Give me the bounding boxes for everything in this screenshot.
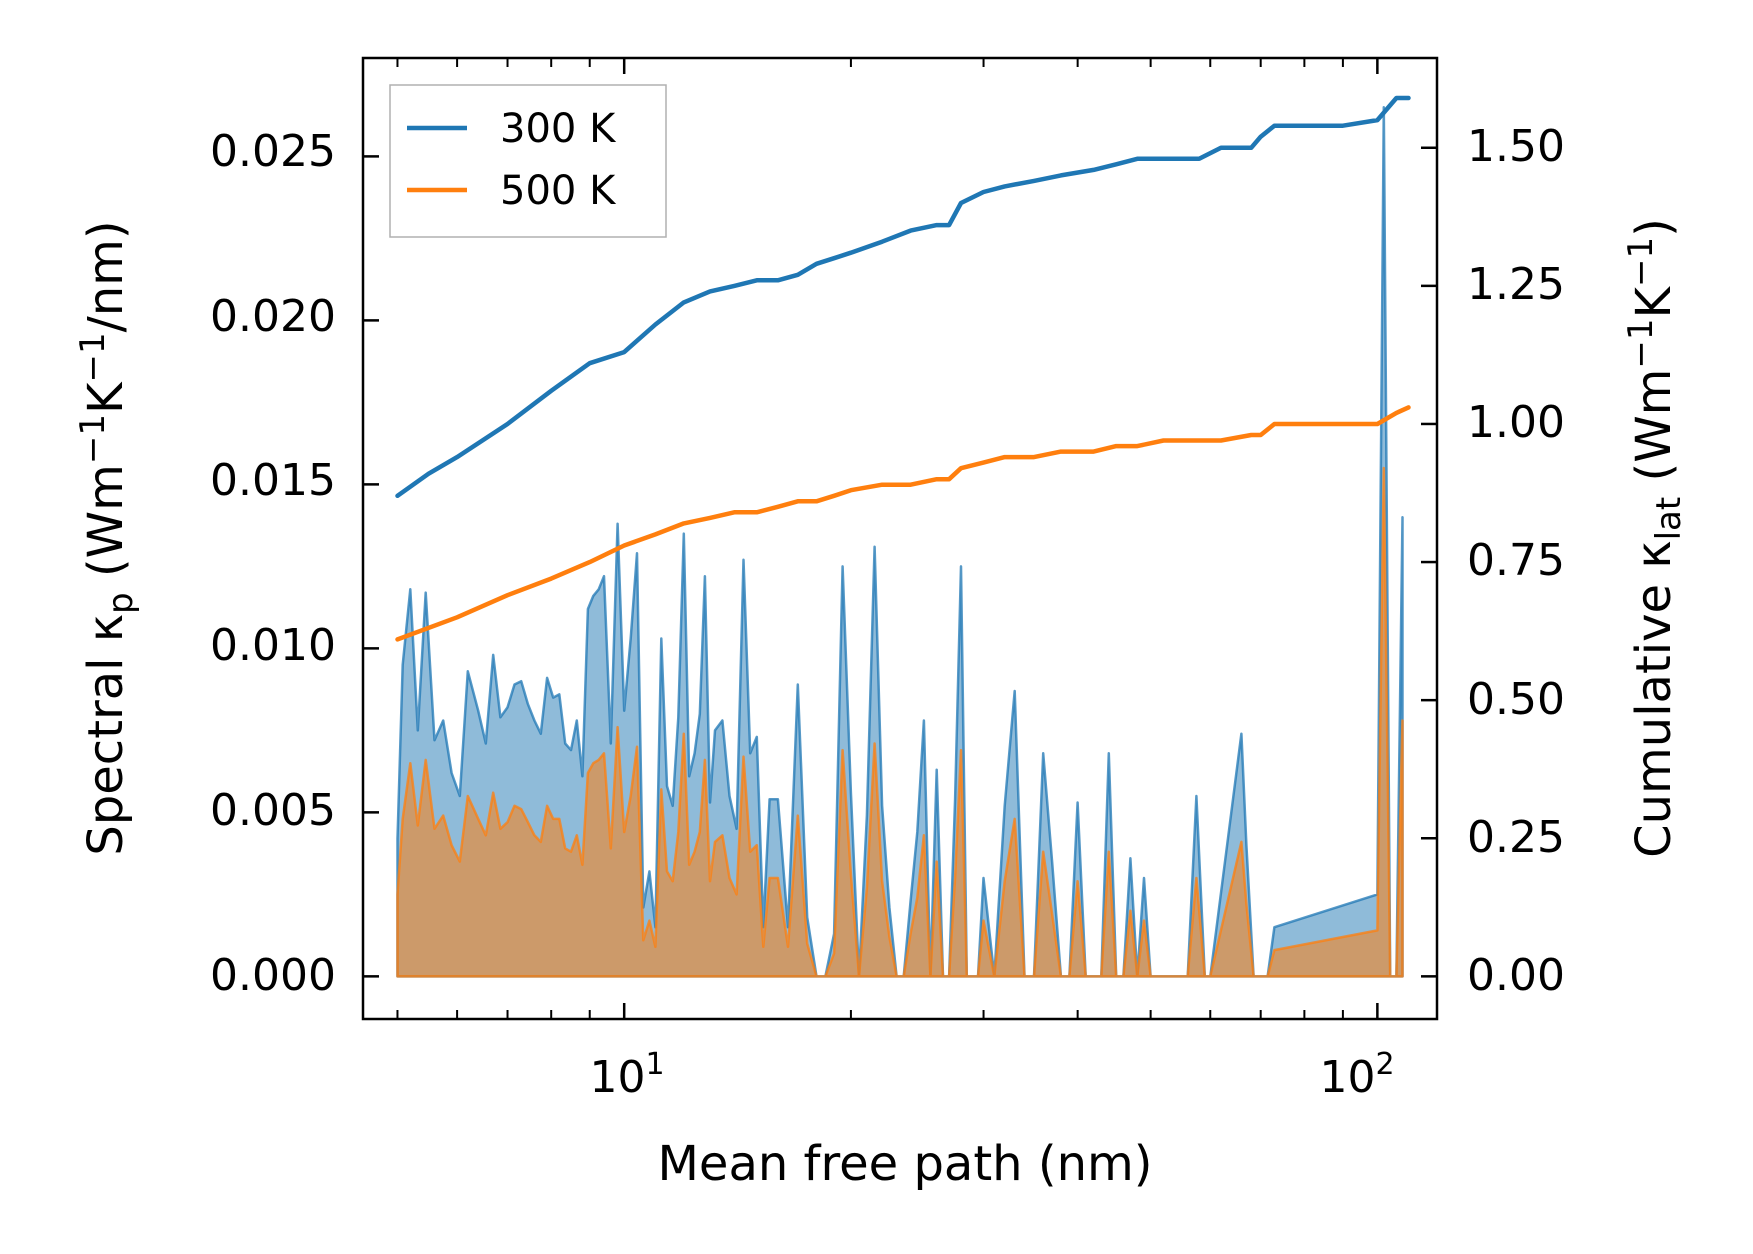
x-tick-label-100: 102 <box>1319 1047 1394 1103</box>
legend: 300 K 500 K <box>389 84 667 238</box>
left-y-tick-label: 0.010 <box>210 620 336 671</box>
left-y-tick-label: 0.000 <box>210 950 336 1001</box>
legend-label-500k: 500 K <box>500 168 617 214</box>
plot-frame <box>361 56 1439 1021</box>
left-y-tick-label: 0.015 <box>210 455 336 506</box>
right-y-tick-label: 0.25 <box>1467 812 1565 863</box>
left-y-tick-label: 0.025 <box>210 126 336 177</box>
right-y-tick-label: 1.00 <box>1467 397 1565 448</box>
cumulative-line-300k <box>395 95 1411 499</box>
right-y-tick-label: 0.00 <box>1467 950 1565 1001</box>
data-lines <box>395 95 1411 642</box>
right-y-tick-label: 1.25 <box>1467 259 1565 310</box>
axis-ticks <box>363 58 1437 1019</box>
cumulative-line-500k <box>395 405 1411 642</box>
legend-label-300k: 300 K <box>500 106 617 152</box>
right-y-tick-label: 0.50 <box>1467 674 1565 725</box>
left-y-tick-label: 0.020 <box>210 291 336 342</box>
spectral-fills <box>396 105 1404 978</box>
spectral-area-500k <box>396 466 1404 978</box>
right-y-tick-label: 1.50 <box>1467 121 1565 172</box>
left-y-axis-label: Spectral κp (Wm−1K−1/nm) <box>73 220 141 855</box>
right-y-tick-label: 0.75 <box>1467 535 1565 586</box>
left-y-tick-label: 0.005 <box>210 785 336 836</box>
x-axis-label: Mean free path (nm) <box>658 1136 1153 1192</box>
legend-box <box>389 84 667 238</box>
right-y-axis-label: Cumulative κlat (Wm−1K−1) <box>1621 218 1689 858</box>
x-tick-label-10: 101 <box>589 1047 664 1103</box>
